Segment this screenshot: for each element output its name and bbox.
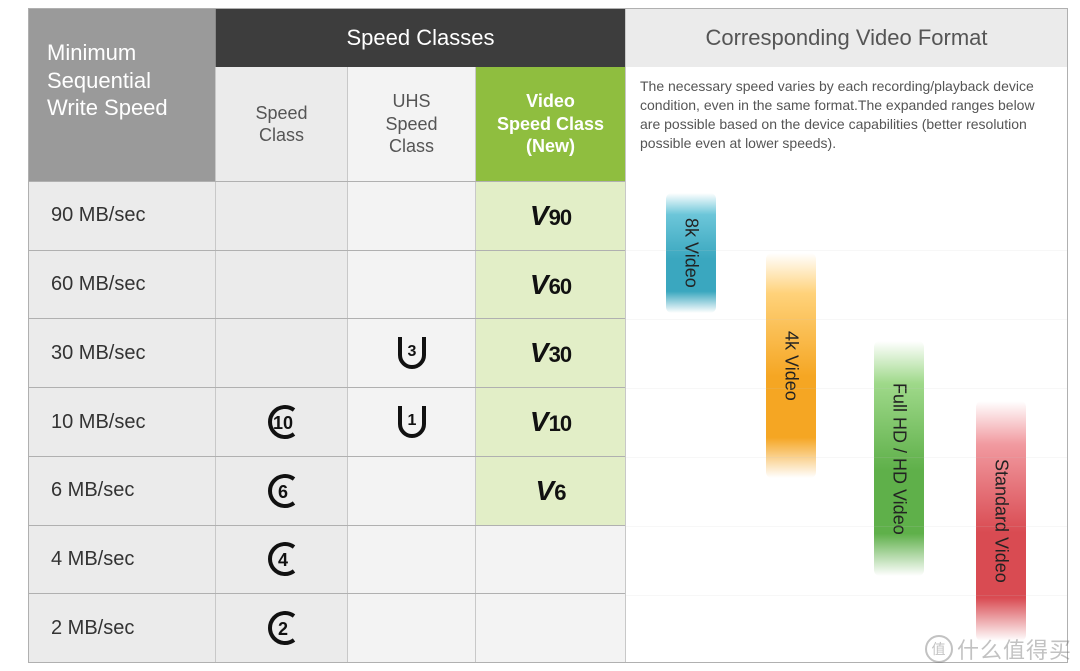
row-gridline (626, 595, 1067, 596)
video-bar-standard-video: Standard Video (976, 401, 1026, 641)
video-bar-full-hd-hd-video: Full HD / HD Video (874, 341, 924, 576)
table-body: 90 MB/secV9060 MB/secV6030 MB/sec 3 V301… (29, 181, 625, 662)
header-note: The necessary speed varies by each recor… (626, 67, 1067, 181)
header-write-speed-label: Minimum Sequential Write Speed (47, 39, 168, 122)
row-gridline (626, 250, 1067, 251)
speed-class-cell: 10 (215, 388, 347, 456)
header-row: Minimum Sequential Write Speed Speed Cla… (29, 9, 625, 181)
video-class-v30-label: V30 (530, 337, 571, 369)
table-row: 90 MB/sec V90 (29, 181, 625, 250)
uhs-cell (347, 457, 475, 525)
header-uhs-class: UHS Speed Class (347, 67, 475, 181)
svg-text:1: 1 (407, 412, 416, 429)
svg-text:3: 3 (407, 343, 416, 360)
table-row: 30 MB/sec 3 V30 (29, 318, 625, 387)
video-class-cell (475, 594, 625, 662)
row-gridline (626, 526, 1067, 527)
video-class-cell (475, 526, 625, 594)
right-column: Corresponding Video Format The necessary… (625, 9, 1067, 662)
speed-class-10-icon: 10 (262, 402, 302, 442)
video-bar-label: 4k Video (781, 331, 802, 401)
table-row: 2 MB/sec 2 (29, 593, 625, 662)
speed-cell: 2 MB/sec (29, 594, 215, 662)
row-gridline (626, 319, 1067, 320)
header-speed-class: Speed Class (215, 67, 347, 181)
uhs-cell (347, 182, 475, 250)
video-class-cell: V6 (475, 457, 625, 525)
speed-class-cell: 2 (215, 594, 347, 662)
uhs-cell: 1 (347, 388, 475, 456)
uhs-3-icon: 3 (392, 331, 432, 376)
video-bar-label: Full HD / HD Video (889, 383, 910, 535)
speed-class-2-icon: 2 (262, 608, 302, 648)
speed-cell: 60 MB/sec (29, 251, 215, 319)
row-gridline (626, 457, 1067, 458)
speed-cell: 90 MB/sec (29, 182, 215, 250)
row-gridline (626, 388, 1067, 389)
speed-class-cell: 4 (215, 526, 347, 594)
svg-text:10: 10 (272, 413, 292, 433)
speed-class-cell (215, 251, 347, 319)
header-speed-classes-group: Speed Classes Speed Class UHS Speed Clas… (215, 9, 625, 181)
watermark-icon: 值 (925, 635, 953, 663)
header-write-speed: Minimum Sequential Write Speed (29, 9, 215, 181)
speed-cell: 10 MB/sec (29, 388, 215, 456)
speed-class-4-icon: 4 (262, 539, 302, 579)
table-row: 6 MB/sec 6 V6 (29, 456, 625, 525)
video-class-v90-label: V90 (530, 200, 571, 232)
table-row: 4 MB/sec 4 (29, 525, 625, 594)
video-class-cell: V10 (475, 388, 625, 456)
svg-text:6: 6 (277, 482, 287, 502)
video-class-v10-label: V10 (530, 406, 571, 438)
video-format-chart: 8k Video 4k Video Full HD / HD Video Standa… (625, 181, 1067, 662)
video-bar-label: 8k Video (681, 218, 702, 288)
video-class-cell: V30 (475, 319, 625, 387)
watermark-text: 什么值得买 (957, 633, 1072, 665)
video-class-v6-label: V6 (536, 475, 566, 507)
header-video-class: Video Speed Class (New) (475, 67, 625, 181)
video-class-cell: V60 (475, 251, 625, 319)
video-class-cell: V90 (475, 182, 625, 250)
uhs-cell: 3 (347, 319, 475, 387)
table-row: 10 MB/sec 10 1 V10 (29, 387, 625, 456)
speed-class-cell: 6 (215, 457, 347, 525)
uhs-cell (347, 526, 475, 594)
uhs-cell (347, 594, 475, 662)
header-video-format: Corresponding Video Format (626, 9, 1067, 67)
speed-class-cell (215, 319, 347, 387)
video-bar-4k-video: 4k Video (766, 253, 816, 478)
speed-cell: 4 MB/sec (29, 526, 215, 594)
svg-text:4: 4 (277, 550, 287, 570)
svg-text:2: 2 (277, 619, 287, 639)
header-speed-classes-title: Speed Classes (215, 9, 625, 67)
left-columns: Minimum Sequential Write Speed Speed Cla… (29, 9, 625, 662)
speed-cell: 6 MB/sec (29, 457, 215, 525)
video-bar-label: Standard Video (991, 459, 1012, 583)
table-row: 60 MB/sec V60 (29, 250, 625, 319)
header-subclass-row: Speed Class UHS Speed Class Video Speed … (215, 67, 625, 181)
video-bar-8k-video: 8k Video (666, 193, 716, 313)
speed-class-6-icon: 6 (262, 471, 302, 511)
right-header: Corresponding Video Format The necessary… (625, 9, 1067, 181)
speed-class-cell (215, 182, 347, 250)
watermark: 值 什么值得买 (925, 633, 1072, 665)
video-class-v60-label: V60 (530, 269, 571, 301)
speed-class-table: Minimum Sequential Write Speed Speed Cla… (28, 8, 1068, 663)
uhs-cell (347, 251, 475, 319)
speed-cell: 30 MB/sec (29, 319, 215, 387)
uhs-1-icon: 1 (392, 400, 432, 445)
